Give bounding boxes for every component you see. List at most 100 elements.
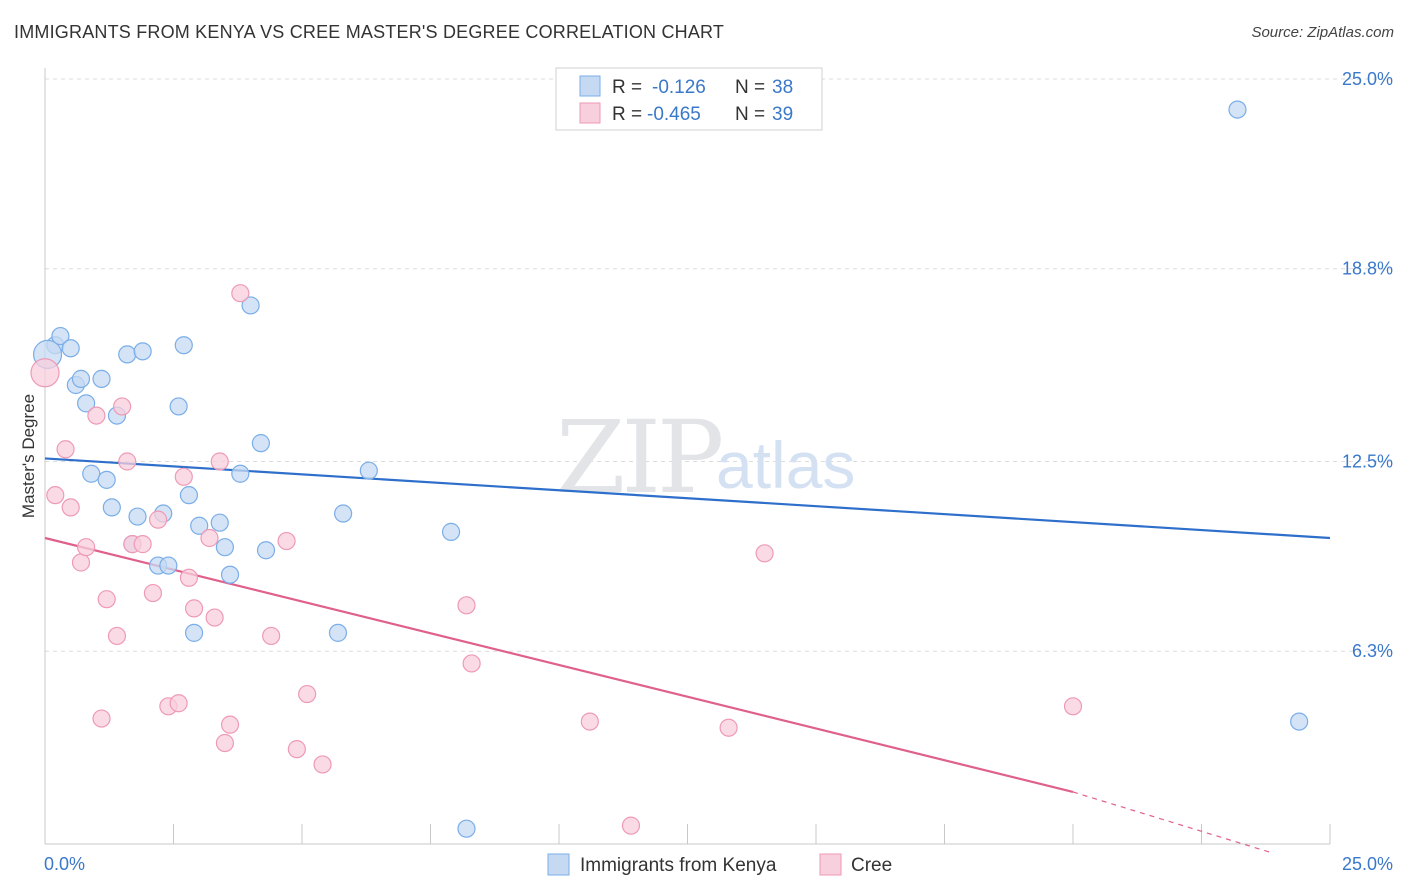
cree-point-33 (462, 654, 481, 673)
legend-r-label-cree: R = (612, 104, 642, 125)
cree-point-10 (112, 397, 132, 416)
bottom-legend-swatch-kenya (547, 853, 570, 876)
y-axis-title: Master's Degree (19, 394, 38, 518)
cree-trend-extension (1072, 791, 1271, 853)
cree-point-3 (61, 498, 80, 517)
kenya-point-21 (184, 623, 204, 642)
cree-point-13 (133, 535, 152, 554)
kenya-point-6 (82, 464, 101, 483)
legend-inset: R = -0.126 N = 38 R = -0.465 N = 39 (555, 67, 823, 131)
kenya-point-13 (128, 507, 147, 526)
axes (44, 68, 1331, 845)
kenya-point-14 (133, 342, 152, 361)
kenya-point-1 (51, 326, 70, 346)
kenya-point-4 (71, 369, 91, 388)
kenya-point-2 (61, 339, 80, 358)
watermark-zip: ZIP (556, 399, 721, 516)
cree-point-7 (92, 709, 111, 728)
watermark: ZIP atlas (556, 399, 855, 516)
kenya-point-32 (359, 461, 378, 480)
kenya-point-24 (215, 538, 234, 557)
gridlines (45, 78, 1392, 652)
cree-point-32 (457, 596, 476, 615)
bottom-legend-swatch-cree (819, 853, 842, 876)
x-tick-label-1: 25.0% (1342, 854, 1393, 874)
cree-point-0 (30, 358, 60, 388)
kenya-point-31 (334, 504, 353, 523)
kenya-point-19 (174, 336, 193, 355)
kenya-point-11 (118, 345, 137, 364)
cree-point-27 (262, 626, 281, 646)
kenya-point-35 (1228, 100, 1247, 119)
cree-point-19 (179, 568, 199, 587)
y-tick-label-0: 25.0% (1342, 69, 1393, 89)
cree-point-18 (174, 467, 193, 486)
source-credit: Source: ZipAtlas.com (1251, 24, 1394, 41)
tick-labels: 25.0% 18.8% 12.5% 6.3% 0.0% 25.0% (44, 69, 1393, 874)
data-points (30, 100, 1309, 838)
cree-point-17 (169, 694, 188, 713)
cree-point-34 (580, 712, 599, 731)
cree-point-6 (87, 406, 106, 425)
legend-swatch-kenya (579, 75, 601, 97)
cree-point-11 (118, 452, 137, 471)
kenya-point-33 (441, 522, 461, 541)
cree-point-29 (287, 740, 306, 759)
legend-n-value-cree: 39 (772, 104, 793, 125)
legend-n-label-kenya: N = (735, 77, 765, 98)
cree-point-15 (148, 510, 168, 529)
cree-point-30 (298, 684, 317, 704)
kenya-point-26 (231, 464, 250, 483)
kenya-point-20 (179, 486, 199, 505)
bottom-legend-label-cree: Cree (851, 855, 892, 876)
kenya-point-9 (102, 498, 121, 517)
cree-point-9 (107, 626, 127, 646)
cree-point-37 (755, 544, 774, 563)
cree-point-14 (143, 583, 163, 603)
legend-swatch-cree (579, 102, 601, 124)
cree-point-5 (77, 538, 96, 557)
cree-point-28 (277, 531, 296, 551)
kenya-point-27 (241, 296, 260, 315)
legend-n-label-cree: N = (735, 104, 765, 125)
cree-point-4 (71, 553, 91, 572)
trend-lines (44, 457, 1331, 853)
kenya-point-28 (251, 434, 270, 453)
cree-point-24 (215, 733, 234, 753)
kenya-point-23 (210, 513, 229, 532)
kenya-point-18 (169, 397, 188, 416)
kenya-point-29 (256, 541, 276, 560)
kenya-point-17 (159, 556, 178, 575)
y-tick-label-2: 12.5% (1342, 452, 1393, 472)
chart-title: IMMIGRANTS FROM KENYA VS CREE MASTER'S D… (14, 22, 725, 42)
cree-point-20 (184, 599, 204, 618)
bottom-legend-label-kenya: Immigrants from Kenya (580, 855, 777, 876)
legend-r-label-kenya: R = (612, 77, 642, 98)
kenya-point-25 (220, 565, 240, 584)
kenya-point-34 (457, 819, 476, 838)
cree-point-2 (56, 440, 75, 459)
kenya-point-8 (97, 470, 116, 489)
cree-point-22 (205, 608, 224, 627)
legend-r-value-cree: -0.465 (647, 104, 701, 125)
cree-point-21 (200, 528, 219, 548)
cree-trend-line (44, 536, 1074, 794)
kenya-point-22 (190, 516, 209, 535)
bottom-legend: Immigrants from Kenya Cree (547, 853, 892, 876)
y-tick-label-1: 18.8% (1342, 259, 1393, 279)
legend-n-value-kenya: 38 (772, 77, 793, 98)
cree-point-35 (621, 816, 641, 835)
y-tick-label-3: 6.3% (1352, 641, 1393, 661)
kenya-point-36 (1290, 712, 1309, 731)
kenya-point-5 (77, 394, 96, 413)
cree-point-8 (97, 590, 116, 609)
x-tick-label-0: 0.0% (44, 854, 85, 874)
cree-point-25 (220, 715, 240, 734)
cree-point-38 (1063, 697, 1083, 716)
cree-point-1 (46, 486, 65, 505)
cree-point-26 (231, 284, 250, 303)
cree-point-36 (719, 718, 738, 737)
kenya-point-30 (328, 623, 348, 642)
legend-r-value-kenya: -0.126 (652, 77, 706, 98)
